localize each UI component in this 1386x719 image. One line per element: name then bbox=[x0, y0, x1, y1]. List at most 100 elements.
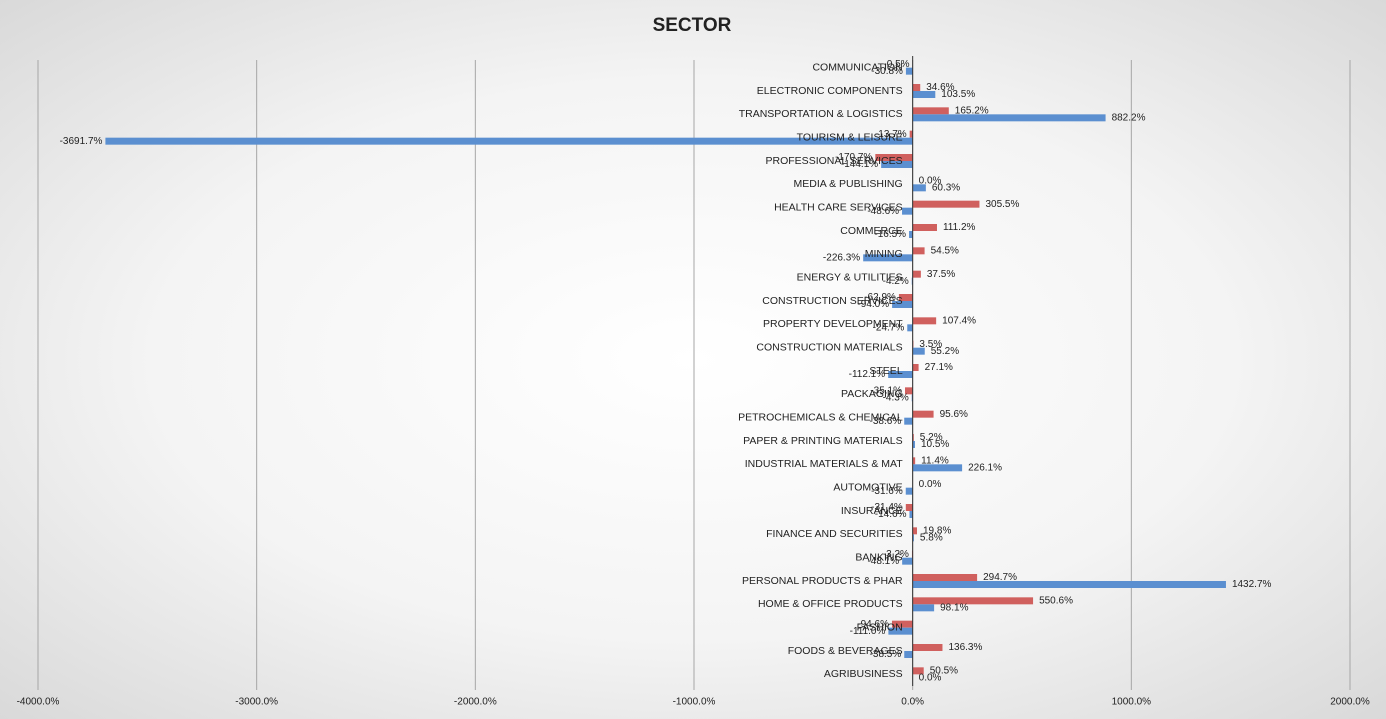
category-label: INSURANCE bbox=[841, 505, 903, 517]
data-label: 3.5% bbox=[919, 339, 942, 350]
bar bbox=[912, 91, 936, 98]
bar bbox=[912, 364, 919, 371]
data-label: 0.0% bbox=[919, 175, 942, 186]
bar bbox=[863, 254, 913, 262]
data-label: 103.5% bbox=[941, 89, 975, 100]
category-label: INDUSTRIAL MATERIALS & MAT bbox=[745, 458, 903, 470]
chart-title: SECTOR bbox=[653, 15, 732, 36]
bar bbox=[912, 667, 924, 675]
category-label: COMMERCE bbox=[840, 225, 902, 237]
bar bbox=[912, 107, 949, 115]
data-label: 882.2% bbox=[1112, 112, 1146, 123]
data-label: -24.7% bbox=[873, 322, 905, 333]
category-label: HEALTH CARE SERVICES bbox=[774, 201, 903, 213]
data-label: 34.6% bbox=[926, 82, 954, 93]
data-label: -170.7% bbox=[835, 152, 872, 163]
data-label: 54.5% bbox=[931, 245, 959, 256]
data-label: 165.2% bbox=[955, 105, 989, 116]
data-label: -4.2% bbox=[883, 276, 909, 287]
bar bbox=[905, 487, 913, 495]
data-label: -38.6% bbox=[870, 416, 902, 427]
data-label: -62.9% bbox=[864, 292, 896, 303]
data-label: 50.5% bbox=[930, 665, 958, 676]
data-label: -48.1% bbox=[867, 556, 899, 567]
labels: -0.5%-30.8% 34.6%103.5% 165.2% 882.2% -13.7%… bbox=[60, 59, 1272, 684]
bar bbox=[892, 301, 913, 308]
data-label: -226.3% bbox=[823, 252, 860, 263]
data-label: -111.0% bbox=[850, 626, 886, 637]
bar bbox=[909, 130, 913, 138]
data-label: -38.5% bbox=[870, 649, 902, 660]
data-label: 37.5% bbox=[927, 269, 955, 280]
bar bbox=[904, 651, 913, 658]
data-label: -144.1% bbox=[841, 159, 878, 170]
x-tick-label: 1000.0% bbox=[1112, 697, 1152, 708]
data-label: 5.2% bbox=[920, 432, 943, 443]
bar bbox=[888, 627, 913, 635]
bar bbox=[912, 441, 915, 448]
data-label: 11.4% bbox=[921, 455, 949, 466]
bar bbox=[912, 270, 921, 278]
data-label: 19.8% bbox=[923, 525, 951, 536]
data-label: 0.0% bbox=[919, 479, 942, 490]
data-label: 0.0% bbox=[919, 672, 942, 683]
bar bbox=[904, 387, 913, 395]
data-label: -94.0% bbox=[857, 299, 889, 310]
bar bbox=[905, 67, 913, 75]
bar bbox=[105, 137, 913, 145]
bar bbox=[904, 417, 913, 425]
bar bbox=[875, 154, 913, 161]
data-label: -16.5% bbox=[874, 229, 906, 240]
data-label: 27.1% bbox=[925, 362, 953, 373]
category-label: PERSONAL PRODUCTS & PHAR bbox=[742, 575, 903, 587]
category-label: AGRIBUSINESS bbox=[824, 668, 903, 680]
bar bbox=[912, 527, 917, 535]
data-label: 95.6% bbox=[940, 409, 968, 420]
bar bbox=[909, 511, 913, 518]
x-tick-label: -2000.0% bbox=[454, 697, 497, 708]
data-label: -4.3% bbox=[883, 392, 909, 403]
bar bbox=[912, 247, 925, 255]
bar bbox=[912, 317, 937, 325]
category-label: CONSTRUCTION SERVICES bbox=[762, 295, 902, 307]
x-tick-label: -3000.0% bbox=[235, 697, 278, 708]
x-tick-label: 2000.0% bbox=[1330, 697, 1370, 708]
data-label: 55.2% bbox=[931, 346, 959, 357]
bar bbox=[912, 534, 914, 542]
category-label: AUTOMOTIVE bbox=[833, 481, 902, 493]
data-label: -14.6% bbox=[875, 509, 907, 520]
category-label: PACKAGING bbox=[841, 388, 903, 400]
category-label: ENERGY & UTILITIES bbox=[797, 271, 903, 283]
data-label: 10.5% bbox=[921, 439, 949, 450]
data-label: 60.3% bbox=[932, 182, 960, 193]
bar bbox=[912, 410, 934, 418]
category-label: COMMUNICATION bbox=[812, 61, 902, 73]
data-label: -94.6% bbox=[857, 619, 889, 630]
bar bbox=[912, 84, 921, 91]
data-label: 107.4% bbox=[942, 315, 976, 326]
data-label: 111.2% bbox=[943, 222, 976, 233]
category-label: PROPERTY DEVELOPMENT bbox=[763, 318, 903, 330]
bar bbox=[907, 324, 913, 332]
data-label: 294.7% bbox=[983, 572, 1017, 583]
category-label: MEDIA & PUBLISHING bbox=[794, 178, 903, 190]
data-label: 98.1% bbox=[940, 602, 968, 613]
category-label: PETROCHEMICALS & CHEMICAL bbox=[738, 411, 903, 423]
data-label: -31.6% bbox=[871, 486, 903, 497]
data-label: 136.3% bbox=[948, 642, 982, 653]
category-label: TOURISM & LEISURE bbox=[797, 131, 903, 143]
bar bbox=[902, 557, 913, 565]
bar bbox=[902, 207, 913, 215]
category-label: ELECTRONIC COMPONENTS bbox=[757, 85, 903, 97]
category-label: HOME & OFFICE PRODUCTS bbox=[758, 598, 903, 610]
bar bbox=[912, 184, 926, 192]
bar bbox=[912, 200, 980, 208]
data-label: -112.1% bbox=[849, 369, 886, 380]
bar bbox=[912, 434, 914, 441]
grid: -4000.0% -3000.0% -2000.0% -1000.0% 0.0% 1000… bbox=[17, 60, 1370, 708]
bar bbox=[912, 644, 943, 651]
bar bbox=[912, 574, 978, 581]
data-label: 5.8% bbox=[920, 532, 943, 543]
x-tick-label: -1000.0% bbox=[673, 697, 716, 708]
